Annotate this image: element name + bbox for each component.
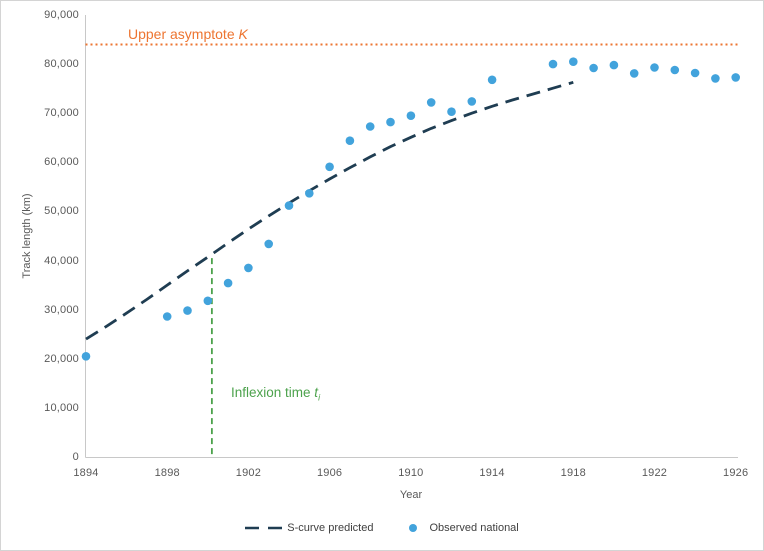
y-tick-label: 0: [72, 451, 79, 463]
observed-point: [183, 306, 192, 315]
observed-point: [264, 239, 274, 249]
observed-point: [711, 74, 720, 83]
legend: S-curve predicted Observed national: [1, 522, 763, 534]
y-tick-label: 40,000: [44, 254, 79, 267]
dot-icon: [409, 524, 418, 532]
observed-point: [345, 136, 355, 145]
y-tick-label: 70,000: [44, 107, 79, 120]
y-axis-title: Track length (km): [21, 193, 33, 279]
upper-asymptote-symbol: K: [238, 26, 248, 42]
observed-point: [162, 312, 172, 321]
observed-point: [426, 98, 436, 107]
y-tick-label: 90,000: [44, 9, 79, 21]
dashed-line-icon: [245, 526, 284, 530]
observed-point: [81, 352, 91, 361]
y-tick-label: 30,000: [44, 303, 79, 316]
observed-point: [609, 60, 619, 70]
observed-point: [223, 278, 233, 288]
upper-asymptote-text: Upper asymptote: [128, 26, 239, 42]
observed-point: [548, 59, 558, 69]
observed-point: [650, 63, 659, 72]
observed-point: [589, 63, 598, 73]
y-tick-label: 20,000: [44, 352, 79, 365]
observed-point: [487, 75, 497, 85]
observed-point: [406, 111, 416, 120]
legend-label-s-curve: S-curve predicted: [287, 522, 374, 534]
s-curve-path: [85, 80, 574, 341]
x-tick-label: 1910: [398, 467, 424, 479]
observed-point: [731, 73, 740, 82]
observed-point: [203, 296, 213, 306]
observed-point: [365, 122, 375, 131]
observed-point: [284, 201, 294, 210]
inflexion-time-subscript: i: [318, 392, 321, 403]
observed-point: [244, 263, 253, 273]
y-tick-label: 60,000: [44, 156, 79, 169]
inflexion-time-symbol: t: [314, 385, 319, 400]
observed-point: [447, 107, 456, 116]
x-tick-label: 1926: [723, 467, 749, 479]
observed-point: [467, 97, 477, 106]
inflexion-time-label: Inflexion time ti: [231, 385, 320, 403]
observed-point: [629, 69, 639, 78]
y-tick-label: 50,000: [44, 205, 79, 218]
x-tick-label: 1894: [73, 467, 99, 479]
x-tick-label: 1918: [560, 467, 586, 479]
x-tick-label: 1906: [316, 467, 343, 479]
legend-item-observed: Observed national: [409, 522, 519, 534]
x-axis-title: Year: [399, 489, 423, 501]
y-tick-label: 10,000: [44, 401, 79, 414]
x-tick-label: 1922: [641, 467, 668, 479]
legend-label-observed: Observed national: [429, 522, 519, 534]
y-tick-label: 80,000: [44, 58, 79, 71]
observed-point: [305, 189, 314, 198]
observed-point: [569, 57, 578, 66]
observed-point: [325, 162, 334, 172]
x-tick-label: 1898: [154, 467, 180, 479]
observed-point: [670, 65, 680, 75]
x-tick-label: 1902: [235, 467, 262, 479]
observed-point: [386, 117, 395, 127]
upper-asymptote-label: Upper asymptote K: [128, 26, 248, 42]
x-tick-label: 1914: [479, 467, 505, 479]
inflexion-time-text: Inflexion time: [231, 385, 315, 400]
legend-item-s-curve: S-curve predicted: [245, 522, 373, 534]
observed-point: [690, 68, 700, 78]
